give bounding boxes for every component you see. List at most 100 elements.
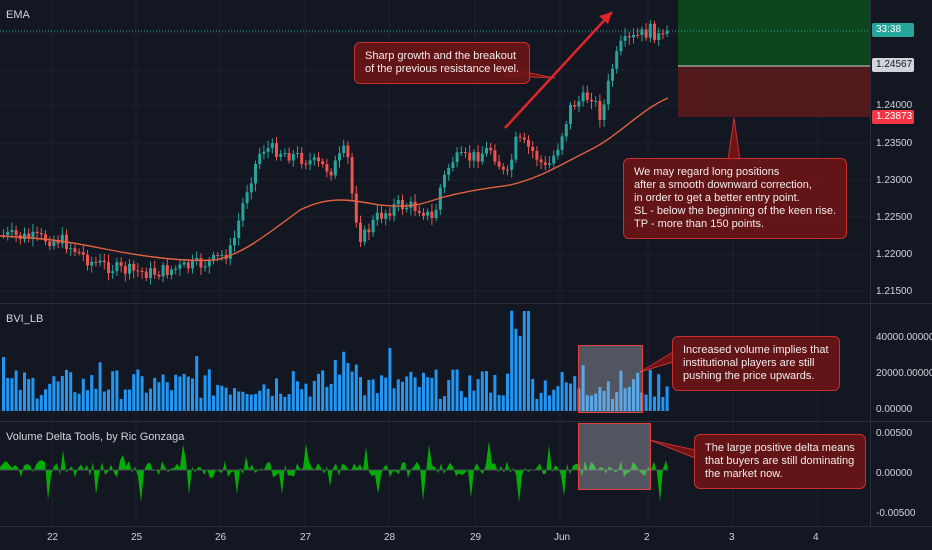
candle-body (665, 30, 669, 34)
candle-body (636, 34, 640, 36)
breakout-callout[interactable]: Sharp growth and the breakout of the pre… (354, 42, 531, 84)
volume-bar (363, 395, 367, 411)
volume-bar (493, 375, 497, 411)
volume-bar (48, 383, 52, 411)
volume-bar (86, 390, 89, 411)
candle-body (489, 147, 493, 151)
volume-bar (56, 381, 60, 411)
candle-body (468, 152, 472, 161)
candle-body (321, 161, 325, 165)
time-axis-tick: 22 (47, 532, 59, 543)
long-position-callout[interactable]: We may regard long positions after a smo… (623, 158, 848, 239)
volume-highlight-box[interactable] (578, 345, 643, 413)
volume-bar (346, 363, 350, 411)
volume-bar (451, 369, 455, 411)
volume-bar (212, 395, 215, 411)
candle-body (447, 167, 451, 175)
volume-bar (615, 392, 619, 411)
volume-bar (384, 377, 388, 411)
volume-bar (552, 389, 556, 411)
volume-bar (165, 382, 169, 411)
volume-bar (199, 397, 203, 411)
volume-bar (539, 392, 543, 411)
volume-bar (573, 376, 577, 411)
volume-bar (556, 386, 560, 411)
candle-body (653, 23, 656, 40)
callout-line: pushing the price upwards. (683, 370, 815, 382)
callout-line: that buyers are still dominating (705, 455, 855, 467)
candle-body (531, 146, 535, 152)
volume-bar (472, 390, 476, 411)
candle-body (136, 270, 140, 272)
candle-body (10, 230, 14, 233)
volume-callout[interactable]: Increased volume implies that institutio… (672, 336, 840, 391)
volume-delta-indicator-label[interactable]: Volume Delta Tools, by Ric Gonzaga (6, 431, 185, 443)
time-axis-tick: 3 (729, 532, 735, 543)
candle-body (107, 262, 110, 274)
volume-bar (312, 380, 316, 411)
volume-bar (401, 381, 404, 411)
ema-indicator-label[interactable]: EMA (6, 9, 30, 21)
candle-body (325, 164, 329, 172)
pane-separator[interactable] (0, 421, 932, 422)
volume-bar (52, 376, 56, 411)
candle-body (497, 161, 501, 167)
candle-body (396, 199, 400, 205)
candle-body (102, 260, 106, 263)
volume-bar (18, 389, 22, 411)
candle-body (422, 212, 425, 216)
volume-bar (195, 356, 199, 411)
volume-bar (81, 378, 85, 411)
volume-bar (149, 388, 152, 411)
candle-body (140, 271, 144, 273)
volume-bar (623, 388, 627, 411)
volume-bar (434, 369, 438, 411)
volume-bar (73, 392, 77, 411)
candle-body (220, 254, 224, 256)
volume-bar (438, 398, 442, 411)
volume-bar (606, 381, 610, 411)
callout-line: Sharp growth and the breakout (365, 50, 517, 62)
price-axis-tick: 1.22500 (876, 212, 913, 223)
volume-bar (308, 396, 312, 411)
candle-body (459, 152, 463, 154)
stop-loss-zone (678, 66, 870, 117)
candle-body (552, 155, 556, 164)
time-axis-tick: 2 (644, 532, 650, 543)
volume-bar (548, 395, 551, 411)
candle-body (455, 152, 459, 163)
volume-bar (590, 395, 593, 411)
callout-line: We may regard long positions (634, 166, 780, 178)
candle-body (644, 29, 648, 38)
volume-bar (258, 390, 262, 411)
time-axis-tick: 4 (813, 532, 819, 543)
candle-body (623, 36, 627, 41)
volume-bar (564, 382, 568, 411)
candle-body (203, 266, 207, 268)
time-axis-tick: 29 (470, 532, 482, 543)
candle-body (174, 268, 178, 270)
volume-bar (262, 384, 266, 411)
candle-body (182, 262, 186, 265)
candle-body (115, 262, 119, 272)
delta-highlight-box[interactable] (578, 423, 651, 490)
delta-callout[interactable]: The large positive delta means that buye… (694, 434, 866, 489)
volume-axis-tick: 20000.00000 (876, 368, 932, 379)
callout-line: the market now. (705, 468, 783, 480)
candle-body (657, 33, 661, 40)
volume-bar (333, 360, 337, 411)
volume-bar (367, 379, 371, 411)
candle-body (119, 262, 123, 266)
candle-body (569, 104, 572, 125)
volume-bar (283, 396, 287, 411)
pane-separator[interactable] (0, 303, 932, 304)
candle-body (165, 265, 169, 275)
volume-bar (665, 386, 669, 411)
candle-body (518, 136, 522, 138)
volume-bar (350, 371, 354, 411)
volume-bar (77, 393, 81, 411)
volume-bar (527, 311, 530, 411)
volume-bar (485, 371, 488, 411)
bvi-indicator-label[interactable]: BVI_LB (6, 313, 44, 325)
